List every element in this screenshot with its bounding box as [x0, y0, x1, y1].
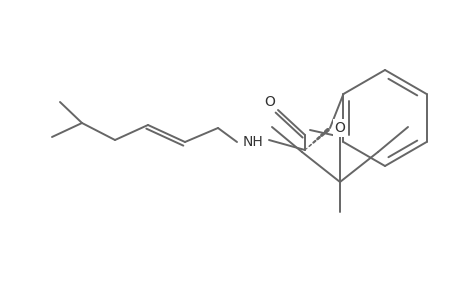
Text: O: O [334, 121, 345, 135]
Text: O: O [264, 95, 275, 109]
Text: NH: NH [242, 135, 263, 149]
